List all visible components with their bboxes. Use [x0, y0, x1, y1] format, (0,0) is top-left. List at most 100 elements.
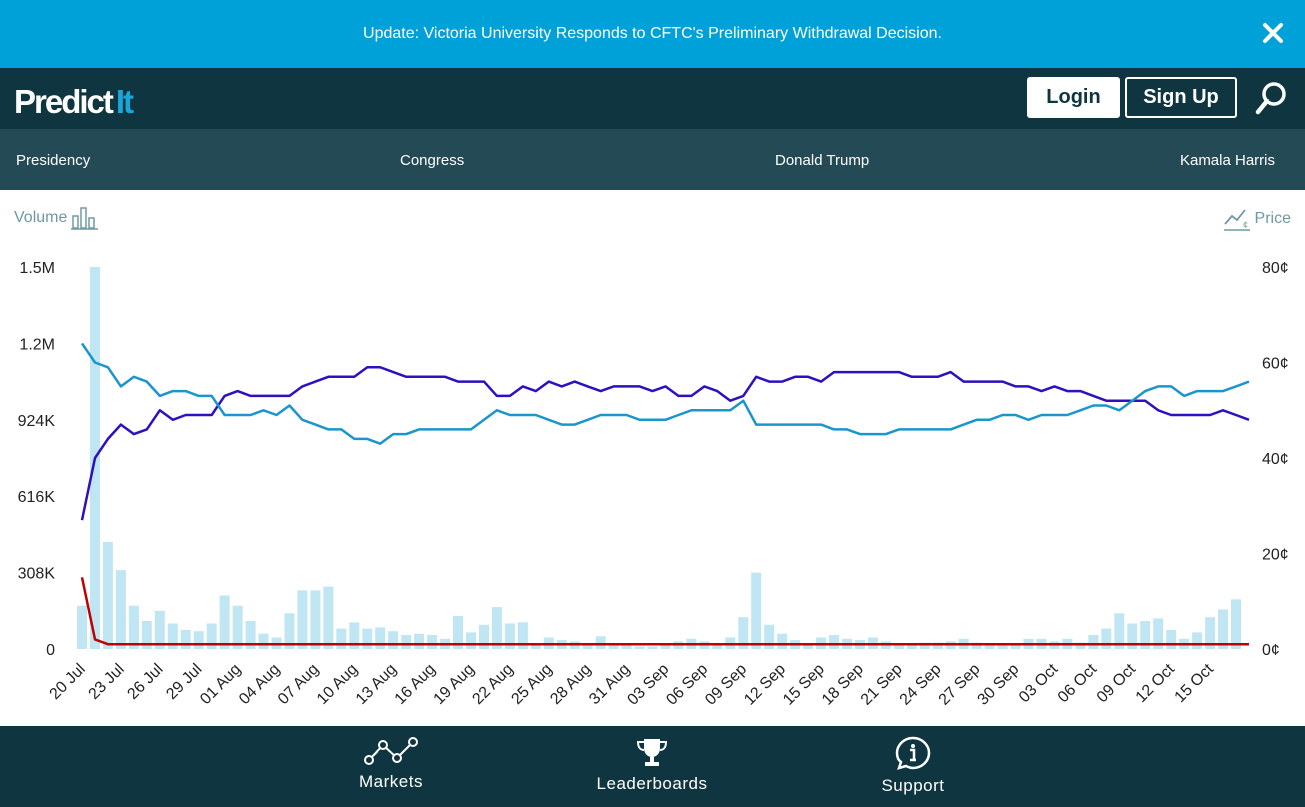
volume-bar [362, 628, 373, 649]
volume-bar [997, 643, 1008, 649]
markets-nav-item[interactable]: Markets [311, 736, 471, 792]
x-axis-tick: 07 Aug [275, 661, 322, 708]
left-axis-tick: 0 [46, 642, 55, 659]
x-axis-tick: 06 Sep [663, 661, 711, 709]
predictit-logo[interactable]: Predict It [14, 83, 134, 124]
volume-bar [128, 605, 139, 649]
volume-bar [219, 595, 230, 649]
volume-bar [375, 627, 386, 649]
nav-item-congress[interactable]: Congress [400, 152, 465, 169]
x-axis-tick: 26 Jul [124, 661, 166, 703]
right-axis-tick: 20¢ [1262, 547, 1289, 564]
volume-bar [1114, 613, 1125, 649]
close-icon[interactable] [1259, 19, 1287, 47]
line-chart-icon: ¢ [1223, 209, 1250, 231]
svg-text:¢: ¢ [1243, 220, 1248, 230]
volume-bar [634, 646, 645, 649]
x-axis-tick: 03 Oct [1016, 660, 1062, 706]
volume-bar [310, 590, 321, 649]
volume-bar [232, 605, 243, 649]
x-axis-tick: 15 Sep [780, 661, 828, 709]
series-line [80, 577, 1249, 646]
x-axis-tick: 15 Oct [1172, 660, 1218, 706]
info-icon [895, 736, 931, 770]
volume-bar [284, 613, 295, 649]
volume-bar [777, 633, 788, 649]
x-axis-tick: 09 Oct [1094, 660, 1140, 706]
volume-bar [919, 642, 930, 649]
x-axis-tick: 12 Sep [741, 661, 789, 709]
volume-bar [297, 590, 308, 649]
bottom-nav: Markets Leaderboards Support [0, 726, 1305, 807]
volume-bar [893, 643, 904, 649]
volume-bar [1088, 635, 1099, 649]
right-axis-tick: 40¢ [1262, 451, 1289, 468]
trophy-icon [636, 739, 668, 766]
nav-item-presidency[interactable]: Presidency [16, 152, 91, 169]
volume-bar [115, 570, 126, 649]
x-axis-tick: 23 Jul [86, 661, 128, 703]
banner-text[interactable]: Update: Victoria University Responds to … [363, 25, 942, 42]
x-axis-tick: 12 Oct [1133, 660, 1179, 706]
volume-bar [77, 605, 87, 649]
volume-bar [1101, 628, 1112, 649]
volume-bar [1140, 621, 1151, 649]
support-nav-item[interactable]: Support [833, 736, 993, 796]
leaderboards-nav-item[interactable]: Leaderboards [572, 736, 732, 794]
left-axis-tick: 616K [18, 489, 56, 506]
right-axis-tick: 80¢ [1262, 260, 1289, 277]
signup-button[interactable]: Sign Up [1125, 77, 1237, 118]
x-axis-tick: 25 Aug [508, 661, 555, 708]
volume-bar [621, 643, 632, 649]
support-label: Support [881, 776, 945, 795]
logo-text-accent: It [115, 83, 134, 120]
volume-bar [193, 631, 204, 649]
x-axis-tick: 01 Aug [197, 661, 244, 708]
series-line [80, 342, 1250, 445]
volume-bar [388, 631, 399, 649]
volume-bar [141, 621, 152, 649]
left-axis-tick: 1.2M [19, 336, 55, 353]
volume-bar [1075, 642, 1086, 649]
volume-bar [1231, 599, 1241, 649]
market-chart: Volume ¢ Price 1.5M 1.2M 924K 616K 308K 0 80¢ 6… [0, 190, 1305, 726]
volume-bar [258, 633, 269, 649]
nav-item-donald-trump[interactable]: Donald Trump [775, 152, 870, 169]
volume-bar [1166, 629, 1177, 649]
volume-bar [102, 542, 113, 649]
nav-item-kamala-harris[interactable]: Kamala Harris [1179, 152, 1275, 169]
x-axis-tick: 18 Sep [819, 661, 867, 709]
markets-icon [364, 737, 418, 765]
left-axis-tick: 1.5M [19, 260, 55, 277]
left-axis-tick: 308K [18, 566, 56, 583]
volume-bar [491, 607, 502, 649]
volume-bar [660, 645, 671, 649]
x-axis-tick: 09 Sep [702, 661, 750, 709]
markets-label: Markets [359, 772, 423, 791]
volume-bar [764, 624, 775, 649]
volume-toggle[interactable]: Volume [14, 206, 99, 230]
x-axis-tick: 16 Aug [392, 661, 439, 708]
volume-bar [336, 628, 347, 649]
search-icon[interactable] [1254, 81, 1288, 117]
volume-bar [1205, 617, 1216, 649]
volume-bar [517, 622, 528, 649]
x-axis-tick: 21 Sep [858, 661, 906, 709]
volume-bar [712, 643, 723, 649]
volume-bar [453, 615, 463, 649]
price-toggle[interactable]: ¢ Price [1223, 206, 1291, 232]
volume-bar [1192, 632, 1203, 649]
volume-bar [1010, 643, 1021, 649]
x-axis-tick: 20 Jul [47, 661, 89, 703]
price-toggle-label: Price [1254, 210, 1291, 227]
login-button[interactable]: Login [1027, 77, 1120, 118]
volume-bar [323, 586, 334, 649]
x-axis-tick: 13 Aug [353, 661, 400, 708]
leaderboards-label: Leaderboards [596, 774, 708, 793]
volume-toggle-label: Volume [14, 209, 68, 226]
volume-bar [1218, 609, 1228, 649]
volume-bar [906, 645, 917, 649]
volume-bar [245, 621, 256, 649]
volume-bar [401, 635, 412, 649]
volume-bar [466, 632, 476, 649]
